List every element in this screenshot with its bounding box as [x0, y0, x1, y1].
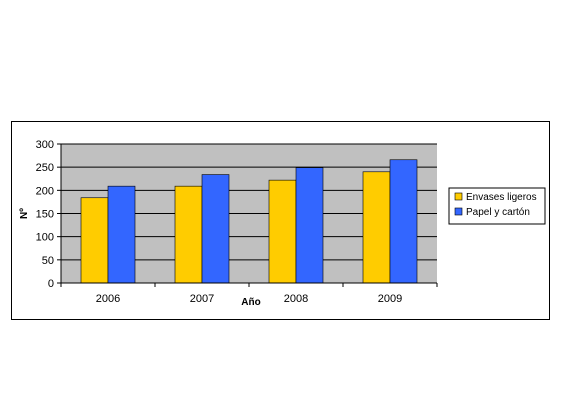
- bar-papel-2008: [295, 167, 324, 284]
- x-tick-label: 2008: [284, 293, 308, 305]
- y-tick-labels: 0 50 100 150 200 250 300: [36, 139, 61, 290]
- legend-swatch-envases: [454, 192, 463, 201]
- x-tick-label: 2006: [96, 293, 120, 305]
- y-tick-label: 50: [42, 255, 54, 267]
- bar-papel-2006: [107, 185, 136, 284]
- y-tick-label: 250: [36, 162, 54, 174]
- chart-frame: 0 50 100 150 200 250 300 2006 2007 2008 2009 Nº A…: [11, 121, 550, 320]
- bars: [80, 159, 418, 284]
- x-tick-label: 2007: [190, 293, 214, 305]
- bar-papel-2007: [201, 174, 230, 284]
- bar-chart: 0 50 100 150 200 250 300 2006 2007 2008 2009 Nº A…: [19, 139, 546, 308]
- bar-envases-2009: [362, 171, 391, 284]
- bar-envases-2006: [80, 197, 109, 284]
- legend-label-papel: Papel y cartón: [466, 207, 530, 218]
- y-tick-label: 0: [48, 278, 54, 290]
- y-tick-label: 100: [36, 232, 54, 244]
- bar-envases-2008: [268, 179, 297, 284]
- x-tick-label: 2009: [378, 293, 402, 305]
- y-axis-title: Nº: [19, 208, 30, 219]
- legend: Envases ligeros Papel y cartón: [448, 187, 546, 225]
- y-tick-label: 200: [36, 185, 54, 197]
- bar-envases-2007: [174, 185, 203, 284]
- x-axis-title: Año: [241, 297, 260, 308]
- legend-label-envases: Envases ligeros: [466, 192, 537, 203]
- y-tick-label: 300: [36, 139, 54, 151]
- y-tick-label: 150: [36, 209, 54, 221]
- legend-swatch-papel: [454, 207, 463, 216]
- x-tick-labels: 2006 2007 2008 2009: [96, 293, 402, 305]
- legend-box: [448, 187, 546, 225]
- bar-papel-2009: [389, 159, 418, 284]
